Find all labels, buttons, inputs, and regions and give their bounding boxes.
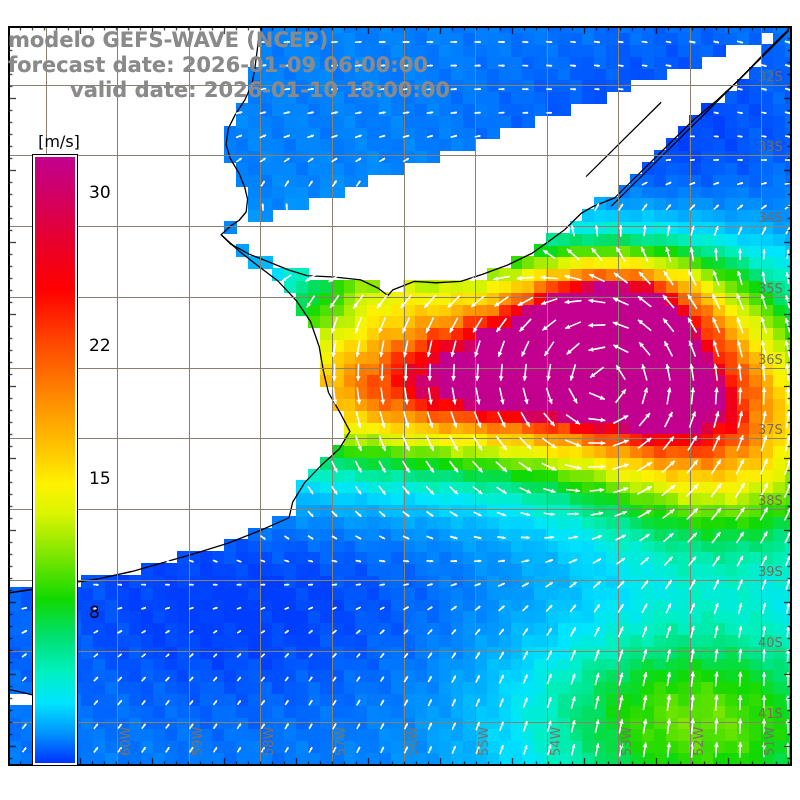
lat-label-37S: 37S bbox=[758, 423, 783, 439]
lon-label-52W: 52W bbox=[691, 726, 707, 756]
lat-label-34S: 34S bbox=[758, 211, 783, 227]
lat-label-39S: 39S bbox=[758, 565, 783, 580]
lon-label-53W: 53W bbox=[620, 726, 636, 756]
lat-label-36S: 36S bbox=[758, 352, 783, 368]
plot-frame: 61W60W59W58W57W56W55W54W53W52W51W32S33S3… bbox=[8, 26, 792, 766]
lat-label-38S: 38S bbox=[758, 494, 783, 510]
lon-label-57W: 57W bbox=[334, 726, 350, 756]
wind-vector-arrows bbox=[10, 28, 790, 764]
colorbar-gradient bbox=[32, 154, 78, 766]
figure-title: modelo GEFS-WAVE (NCEP) forecast date: 2… bbox=[0, 28, 520, 103]
lon-label-59W: 59W bbox=[190, 726, 206, 756]
lon-label-58W: 58W bbox=[262, 726, 278, 756]
lat-label-35S: 35S bbox=[758, 281, 783, 297]
title-forecast-date-line: forecast date: 2026-01-09 06:00:00 bbox=[8, 53, 428, 77]
colorbar-tick-8: 8 bbox=[89, 602, 100, 623]
plot-area: 61W60W59W58W57W56W55W54W53W52W51W32S33S3… bbox=[10, 28, 790, 764]
lon-label-60W: 60W bbox=[119, 726, 135, 756]
lat-label-40S: 40S bbox=[758, 635, 783, 651]
colorbar-units-label: [m/s] bbox=[38, 132, 80, 151]
title-valid-date-line: valid date: 2026-01-10 18:00:00 bbox=[70, 78, 450, 102]
lon-label-54W: 54W bbox=[548, 726, 564, 756]
lon-label-55W: 55W bbox=[477, 726, 493, 756]
title-model-line: modelo GEFS-WAVE (NCEP) bbox=[8, 28, 329, 52]
colorbar-tick-30: 30 bbox=[89, 183, 111, 204]
lon-label-56W: 56W bbox=[405, 726, 421, 756]
lon-label-51W: 51W bbox=[763, 726, 779, 756]
lat-label-32S: 32S bbox=[758, 69, 783, 85]
lat-label-33S: 33S bbox=[758, 140, 783, 156]
lat-label-41S: 41S bbox=[758, 706, 783, 722]
colorbar-tick-15: 15 bbox=[89, 469, 111, 490]
colorbar-tick-22: 22 bbox=[89, 335, 111, 356]
